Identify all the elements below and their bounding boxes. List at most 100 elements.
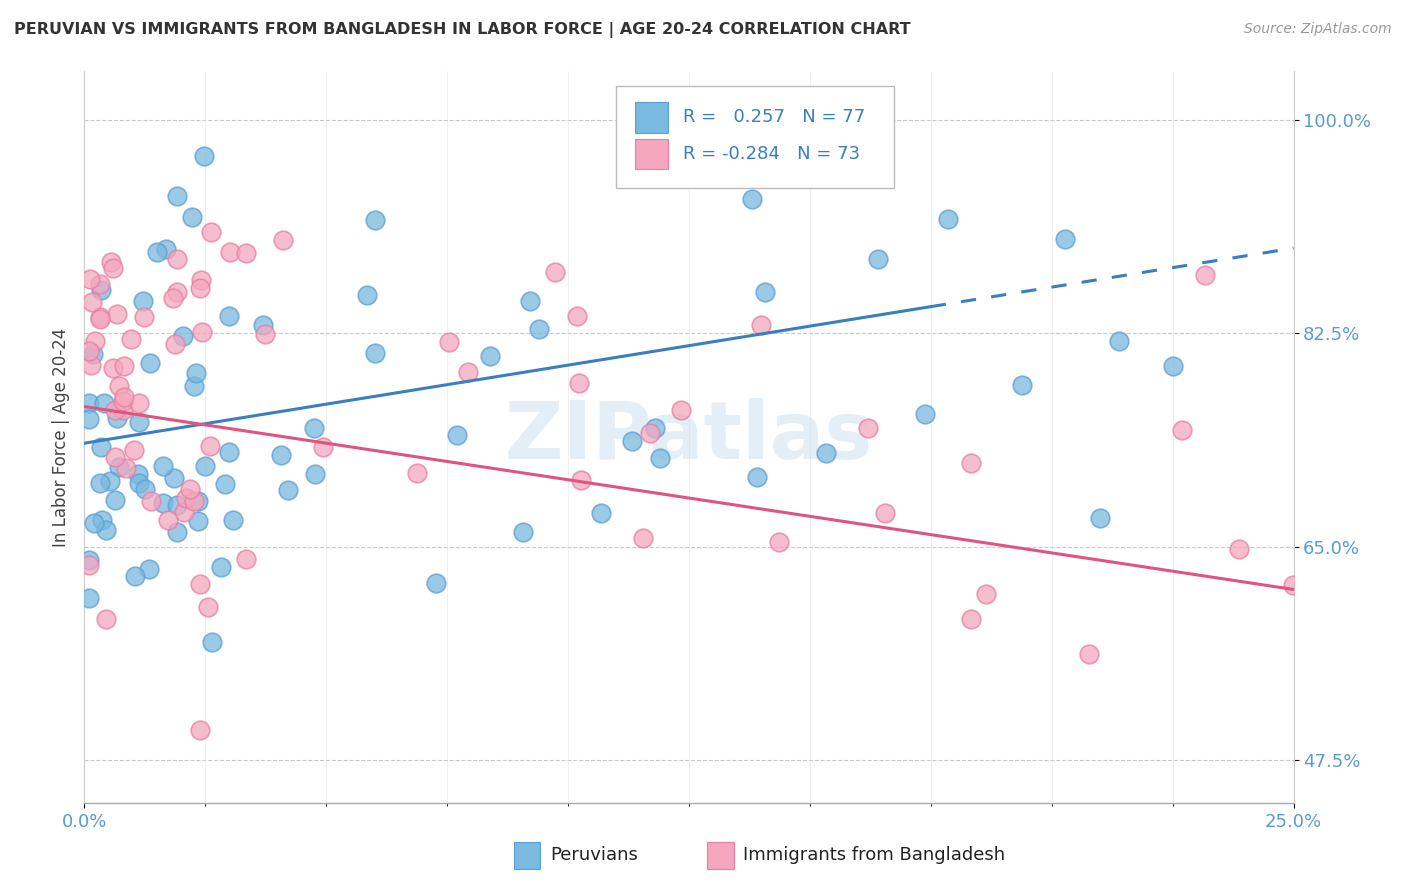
Point [114,359,136,373]
Point [100,474,122,488]
Point [186,366,208,380]
Point [111,402,134,417]
Point [631,531,654,545]
Point [105,307,128,321]
Point [209,560,232,574]
Point [974,587,997,601]
Point [356,288,378,302]
Text: R = -0.284   N = 73: R = -0.284 N = 73 [683,145,860,163]
Point [128,415,150,429]
Point [83,516,105,530]
Point [103,260,125,275]
Point [166,189,188,203]
Point [446,428,468,442]
Point [214,477,236,491]
Point [567,309,589,323]
Point [173,505,195,519]
Point [235,552,257,566]
Point [83,334,105,348]
Point [132,293,155,308]
Point [94,523,117,537]
Point [544,265,567,279]
Point [93,396,115,410]
Point [1011,377,1033,392]
Point [107,460,129,475]
Point [122,442,145,457]
Text: Peruvians: Peruvians [550,847,638,864]
Point [457,365,479,379]
Text: Immigrants from Bangladesh: Immigrants from Bangladesh [744,847,1005,864]
Text: ZIPatlas: ZIPatlas [505,398,873,476]
Point [782,135,804,149]
Point [139,356,162,370]
Point [1194,268,1216,282]
Point [89,475,111,490]
Point [128,396,150,410]
Point [77,552,100,566]
Point [302,421,325,435]
Point [364,213,387,227]
Point [644,421,666,435]
Point [873,506,896,520]
Point [749,318,772,333]
Point [82,347,104,361]
Point [94,612,117,626]
Point [77,591,100,606]
Point [364,346,387,360]
Point [768,535,790,549]
Point [156,513,179,527]
Point [512,525,534,540]
Point [77,344,100,359]
Point [141,494,163,508]
Point [179,482,201,496]
Point [669,403,692,417]
Point [219,245,242,260]
Point [1170,423,1192,437]
Point [478,349,501,363]
Point [304,467,326,481]
Point [936,212,959,227]
Point [152,459,174,474]
Point [77,396,100,410]
Point [181,210,204,224]
Point [589,506,612,520]
Point [194,459,217,474]
Point [163,337,186,351]
Point [1053,232,1076,246]
Point [100,255,122,269]
Point [162,291,184,305]
Point [112,390,135,404]
Point [197,600,219,615]
Point [166,498,188,512]
Point [277,483,299,497]
Text: PERUVIAN VS IMMIGRANTS FROM BANGLADESH IN LABOR FORCE | AGE 20-24 CORRELATION CH: PERUVIAN VS IMMIGRANTS FROM BANGLADESH I… [14,22,911,38]
Point [252,318,274,333]
Point [191,325,214,339]
Point [187,493,209,508]
Point [270,448,292,462]
Point [1108,334,1130,348]
Point [200,225,222,239]
Point [166,252,188,266]
Point [90,283,112,297]
Point [124,568,146,582]
Point [104,402,127,417]
FancyBboxPatch shape [616,86,894,188]
Point [89,311,111,326]
Point [569,473,592,487]
Point [79,272,101,286]
Point [108,378,131,392]
Point [271,233,294,247]
Text: Source: ZipAtlas.com: Source: ZipAtlas.com [1244,22,1392,37]
Bar [513,842,540,869]
Point [127,467,149,481]
Point [814,446,837,460]
Point [155,242,177,256]
Point [188,281,211,295]
Point [183,379,205,393]
Bar [707,842,734,869]
Point [183,493,205,508]
Point [638,426,661,441]
Point [190,273,212,287]
Point [519,293,541,308]
